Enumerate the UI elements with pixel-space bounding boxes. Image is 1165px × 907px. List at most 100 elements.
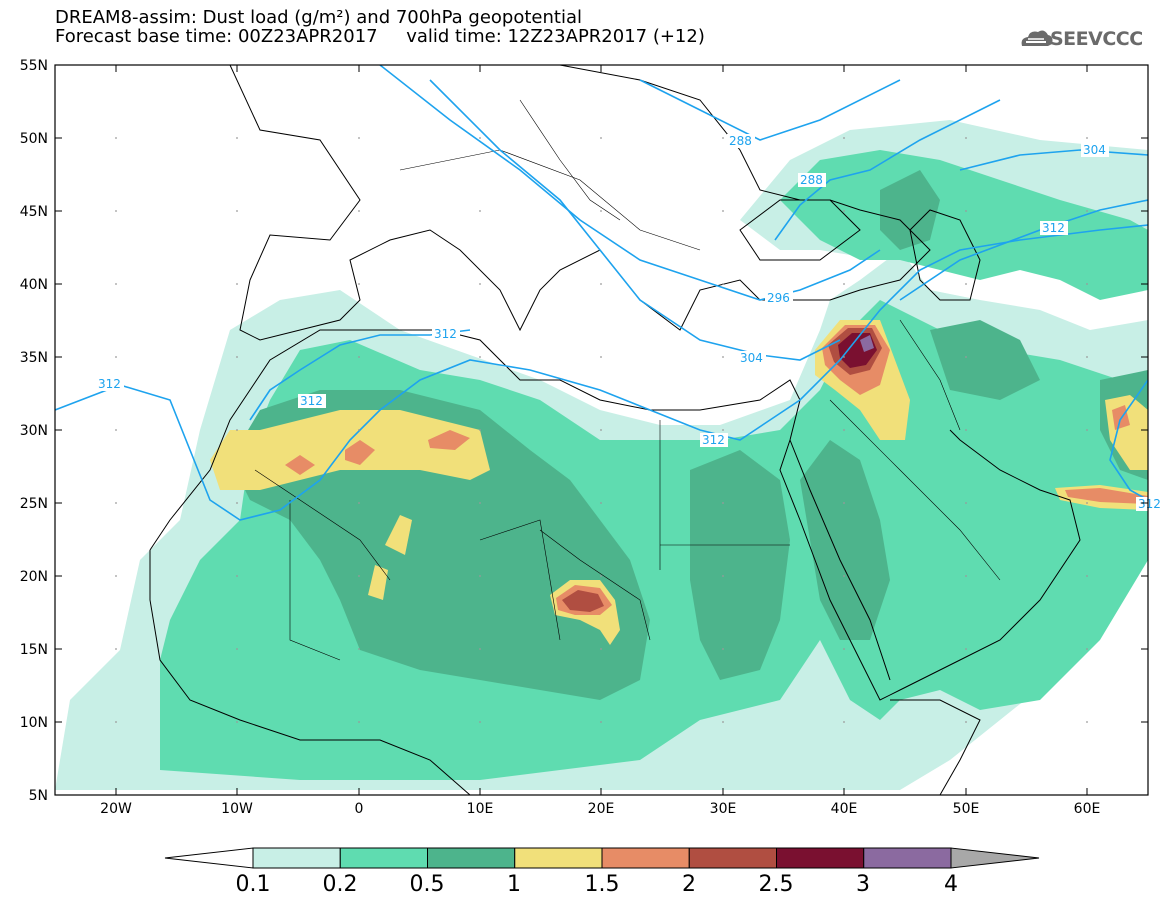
grid-dot	[600, 721, 602, 723]
dust-region-brown-1	[562, 590, 604, 612]
coast-black-sea	[739, 199, 861, 261]
coast-west-africa	[149, 550, 471, 795]
grid-dot	[479, 356, 481, 358]
colorbar-label: 3	[856, 872, 870, 897]
colorbar-label: 0.1	[236, 872, 271, 897]
contour-296	[379, 65, 881, 301]
grid-dot	[479, 721, 481, 723]
grid-dot	[722, 502, 724, 504]
grid-dot	[722, 721, 724, 723]
lon-label: 0	[355, 801, 364, 817]
grid-dot	[1086, 210, 1088, 212]
grid-dot	[479, 502, 481, 504]
colorbar-segment	[863, 847, 952, 869]
grid-dot	[358, 721, 360, 723]
coast-east-africa	[890, 699, 981, 795]
grid-dot	[965, 283, 967, 285]
lat-label: 5N	[29, 788, 48, 804]
grid-dot	[479, 137, 481, 139]
colorbar-label: 2.5	[759, 872, 794, 897]
grid-dot	[115, 429, 117, 431]
grid-dot	[115, 575, 117, 577]
colorbar-segment	[776, 847, 865, 869]
contour-label: 312	[434, 327, 457, 341]
lat-label: 40N	[20, 277, 48, 293]
grid-dot	[600, 429, 602, 431]
grid-dot	[1086, 429, 1088, 431]
border-mali-niger	[289, 500, 341, 661]
grid-dot	[236, 429, 238, 431]
grid-dot	[115, 356, 117, 358]
lat-label: 45N	[20, 204, 48, 220]
colorbar-under-arrow	[164, 847, 254, 869]
grid-dot	[600, 283, 602, 285]
grid-dot	[479, 429, 481, 431]
grid-dot	[722, 648, 724, 650]
contour-label: 312	[1042, 221, 1065, 235]
colorbar-segment	[688, 847, 777, 869]
lon-label: 20W	[100, 801, 132, 817]
grid-dot	[1086, 356, 1088, 358]
grid-dot	[358, 648, 360, 650]
grid-dot	[358, 137, 360, 139]
grid-dot	[722, 283, 724, 285]
grid-dot	[843, 210, 845, 212]
contour-312-east	[1109, 379, 1148, 501]
grid-dot	[600, 502, 602, 504]
colorbar-label: 0.5	[410, 872, 445, 897]
grid-dot	[965, 137, 967, 139]
grid-dot	[843, 721, 845, 723]
contour-312-loop	[249, 329, 471, 421]
dust-region-high-arabia	[800, 440, 890, 640]
contour-label: 296	[767, 291, 790, 305]
dust-region-orange-6	[1065, 488, 1148, 504]
dust-region-orange-2	[345, 440, 375, 465]
grid-dot	[965, 429, 967, 431]
latitude-labels: 55N 50N 45N 40N 35N 30N 25N 20N 15N 10N …	[20, 58, 48, 804]
grid-dot	[358, 502, 360, 504]
dust-region-high-caspian	[880, 170, 940, 250]
border-europe-2	[519, 99, 621, 221]
map-title: DREAM8-assim: Dust load (g/m²) and 700hP…	[55, 7, 582, 28]
grid-dot	[965, 575, 967, 577]
colorbar-segment	[252, 847, 341, 869]
dust-region-high-iran	[930, 320, 1040, 400]
dust-region-yellow-chad-n	[385, 515, 412, 555]
grid-dot	[236, 137, 238, 139]
grid-dot	[600, 648, 602, 650]
grid-dot	[965, 356, 967, 358]
grid-dot	[1086, 283, 1088, 285]
longitude-labels: 20W 10W 0 10E 20E 30E 40E 50E 60E	[100, 801, 1100, 817]
grid-dot	[965, 502, 967, 504]
colorbar-segment	[514, 847, 603, 869]
dust-region-mid-north	[780, 150, 1148, 300]
lat-label: 15N	[20, 642, 48, 658]
contour-label: 304	[1083, 143, 1106, 157]
axis-ticks	[55, 64, 1148, 796]
grid-dot	[479, 575, 481, 577]
contour-label: 312	[1138, 497, 1161, 511]
grid-dot	[115, 648, 117, 650]
lat-label: 25N	[20, 496, 48, 512]
colorbar-label: 1	[507, 872, 521, 897]
grid-dot	[1086, 721, 1088, 723]
grid-dot	[236, 356, 238, 358]
colorbar	[164, 847, 1040, 869]
dust-shading	[55, 65, 1148, 795]
dust-region-high-east	[690, 450, 790, 680]
lon-label: 60E	[1074, 801, 1101, 817]
grid-dot	[965, 648, 967, 650]
grid-dot	[236, 721, 238, 723]
grid-dot	[236, 283, 238, 285]
lat-label: 10N	[20, 715, 48, 731]
border-chad-sudan	[539, 529, 651, 641]
grid-dot	[600, 210, 602, 212]
grid-dot	[115, 283, 117, 285]
dust-region-orange-1	[285, 455, 315, 475]
lon-label: 40E	[831, 801, 858, 817]
contour-label: 304	[740, 351, 763, 365]
lon-label: 10W	[221, 801, 253, 817]
logo-text: SEEVCCC	[1050, 28, 1143, 50]
grid-dot	[1086, 502, 1088, 504]
